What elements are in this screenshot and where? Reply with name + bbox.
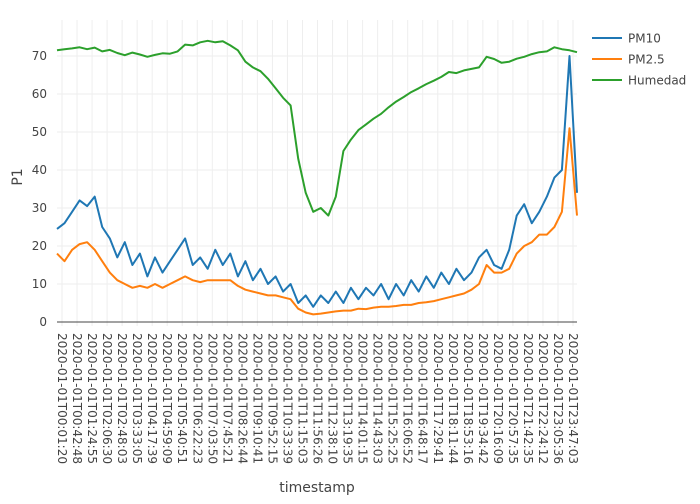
legend: PM10 PM2.5 Humedad <box>592 32 686 88</box>
x-tick-label: 2020-01-01T22:24:12 <box>536 333 550 464</box>
x-tick-label: 2020-01-01T12:38:10 <box>326 333 340 464</box>
traces <box>56 39 578 316</box>
x-tick-label: 2020-01-01T18:53:16 <box>461 333 475 464</box>
x-tick-label: 2020-01-01T01:24:55 <box>85 333 99 464</box>
x-tick-label: 2020-01-01T14:01:15 <box>356 333 370 464</box>
x-tick-label: 2020-01-01T13:19:35 <box>341 333 355 464</box>
y-tick-label: 40 <box>32 163 47 177</box>
legend-label: PM10 <box>628 32 661 46</box>
x-tick-label: 2020-01-01T21:42:35 <box>521 333 535 464</box>
x-tick-label: 2020-01-01T16:06:52 <box>401 333 415 464</box>
x-tick-label: 2020-01-01T15:25:25 <box>386 333 400 464</box>
x-tick-label: 2020-01-01T09:10:41 <box>250 333 264 464</box>
x-tick-label: 2020-01-01T00:01:20 <box>55 333 69 464</box>
legend-label: Humedad <box>628 74 686 88</box>
x-tick-label: 2020-01-01T07:45:21 <box>220 333 234 464</box>
x-tick-label: 2020-01-01T16:48:17 <box>416 333 430 464</box>
x-tick-label: 2020-01-01T10:33:39 <box>280 333 294 464</box>
x-tick-label: 2020-01-01T20:57:35 <box>506 333 520 464</box>
y-tick-label: 0 <box>39 315 47 329</box>
x-axis-title: timestamp <box>279 480 355 496</box>
y-tick-label: 30 <box>32 201 47 215</box>
x-tick-label: 2020-01-01T03:33:05 <box>130 333 144 464</box>
legend-item[interactable]: PM2.5 <box>592 53 665 67</box>
y-tick-label: 10 <box>32 277 47 291</box>
x-tick-label: 2020-01-01T11:15:03 <box>295 333 309 464</box>
trace-pm25 <box>56 127 578 316</box>
x-axis-ticks: 2020-01-01T00:01:20 2020-01-01T00:42:48 20… <box>55 333 580 464</box>
y-tick-label: 20 <box>32 239 47 253</box>
x-tick-label: 2020-01-01T23:05:36 <box>551 333 565 464</box>
x-tick-label: 2020-01-01T05:40:51 <box>175 333 189 464</box>
x-tick-label: 2020-01-01T02:48:03 <box>115 333 129 464</box>
legend-item[interactable]: PM10 <box>592 32 661 46</box>
y-tick-label: 70 <box>32 49 47 63</box>
x-tick-label: 2020-01-01T17:29:41 <box>431 333 445 464</box>
x-tick-label: 2020-01-01T02:06:30 <box>100 333 114 464</box>
y-tick-label: 60 <box>32 87 47 101</box>
x-tick-label: 2020-01-01T08:26:44 <box>235 333 249 464</box>
x-tick-label: 2020-01-01T00:42:48 <box>70 333 84 464</box>
legend-item[interactable]: Humedad <box>592 74 686 88</box>
gridlines <box>57 20 577 326</box>
x-tick-label: 2020-01-01T23:47:03 <box>566 333 580 464</box>
x-tick-label: 2020-01-01T07:03:50 <box>205 333 219 464</box>
trace-humedad <box>56 39 578 217</box>
y-axis-title: P1 <box>10 168 26 185</box>
x-tick-label: 2020-01-01T20:16:09 <box>491 333 505 464</box>
x-tick-label: 2020-01-01T04:59:09 <box>160 333 174 464</box>
y-tick-label: 50 <box>32 125 47 139</box>
legend-label: PM2.5 <box>628 53 665 67</box>
x-tick-label: 2020-01-01T04:17:39 <box>145 333 159 464</box>
trace-pm10 <box>56 55 578 308</box>
x-tick-label: 2020-01-01T14:43:03 <box>371 333 385 464</box>
x-tick-label: 2020-01-01T19:34:42 <box>476 333 490 464</box>
x-tick-label: 2020-01-01T09:52:15 <box>265 333 279 464</box>
y-axis-ticks: 0 10 20 30 40 50 60 70 <box>32 49 47 329</box>
x-tick-label: 2020-01-01T06:22:23 <box>190 333 204 464</box>
x-tick-label: 2020-01-01T18:11:44 <box>446 333 460 464</box>
x-tick-label: 2020-01-01T11:56:26 <box>311 333 325 464</box>
